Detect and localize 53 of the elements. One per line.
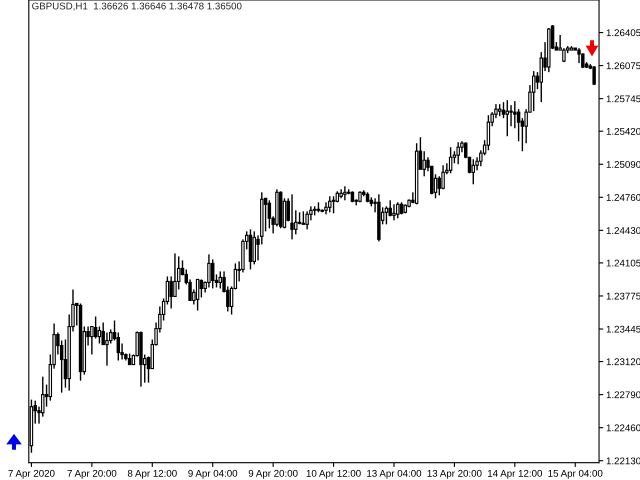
chart-title: GBPUSD,H1 1.36626 1.36646 1.36478 1.36500: [32, 2, 242, 11]
candlestick: [592, 65, 596, 86]
candlestick: [562, 47, 566, 63]
candlestick: [581, 52, 585, 69]
candlestick: [268, 200, 272, 230]
x-tick-label: 7 Apr 20:00: [68, 470, 116, 479]
candlestick: [196, 278, 200, 312]
x-tick-label: 14 Apr 12:00: [488, 470, 542, 479]
candlestick: [509, 104, 513, 127]
x-tick-label: 9 Apr 20:00: [248, 470, 298, 479]
x-tick-label: 13 Apr 20:00: [428, 470, 482, 479]
candlestick: [302, 210, 306, 226]
candlestick: [513, 100, 517, 129]
candlestick: [173, 252, 177, 298]
candlestick: [404, 204, 408, 214]
candlestick: [396, 202, 400, 220]
candlestick: [128, 352, 132, 366]
x-tick-label: 15 Apr 04:00: [548, 470, 602, 479]
x-tick-label: 13 Apr 04:00: [367, 470, 422, 479]
candlestick: [339, 188, 343, 200]
candlestick: [438, 176, 442, 196]
candlestick: [200, 278, 204, 298]
candlestick: [207, 254, 211, 288]
candlestick: [218, 270, 222, 290]
candlestick: [305, 210, 309, 230]
candlestick: [312, 206, 316, 216]
x-tick-label: 7 Apr 2020: [8, 470, 55, 479]
candlestick: [472, 158, 476, 185]
candlestick: [290, 194, 294, 240]
candlestick: [392, 204, 396, 222]
candlestick: [498, 103, 502, 117]
candlestick: [343, 186, 347, 202]
x-tick-label: 8 Apr 12:00: [128, 470, 177, 479]
candlestick: [210, 258, 214, 290]
candlestick: [98, 326, 102, 344]
candlestick: [366, 192, 370, 204]
candlestick: [448, 146, 452, 174]
candlestick: [384, 206, 388, 226]
candlestick: [400, 202, 404, 216]
candlestick: [577, 47, 581, 64]
x-tick-label: 9 Apr 04:00: [188, 470, 238, 479]
candlestick: [328, 196, 332, 214]
candlestick: [316, 202, 320, 214]
candlestick: [486, 114, 490, 151]
candlestick: [105, 332, 109, 366]
candlestick: [532, 70, 536, 112]
candlestick: [94, 316, 98, 340]
candlestick: [332, 196, 336, 214]
x-tick-label: 10 Apr 12:00: [306, 470, 361, 479]
candlestick: [169, 276, 173, 310]
candlestick: [456, 142, 460, 165]
candlestick: [506, 99, 509, 137]
candlestick: [422, 150, 426, 177]
